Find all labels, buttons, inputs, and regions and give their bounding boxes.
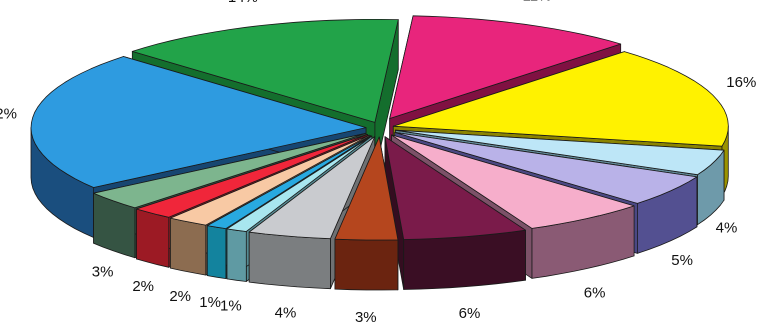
pie-slice-top	[395, 129, 725, 176]
pie-slice-top	[389, 15, 622, 119]
pie-slice-top	[226, 135, 373, 232]
pie-slice-side	[170, 217, 207, 276]
slice-percent-label: 1%	[199, 294, 221, 311]
pie-slice	[334, 136, 399, 291]
pie-slice-top	[248, 136, 376, 240]
slice-percent-label: 3%	[92, 264, 114, 281]
pie-slice-side	[136, 208, 170, 268]
slice-percent-label: 2%	[169, 288, 191, 305]
pie-slice-side	[206, 225, 227, 279]
pie-slice-top	[334, 136, 399, 241]
pie-slice-side	[226, 228, 247, 282]
slice-percent-label: 3%	[355, 309, 377, 322]
slice-percent-label: 22%	[0, 106, 17, 123]
slice-percent-label: 4%	[275, 305, 297, 322]
pie-slice-top	[206, 135, 372, 229]
pie-slice-top	[384, 136, 526, 240]
pie-slice-side	[248, 231, 331, 290]
slice-percent-label: 2%	[132, 278, 154, 295]
pie-slice-top	[93, 132, 367, 209]
slice-percent-label: 16%	[726, 74, 756, 91]
slice-percent-label: 1%	[220, 298, 242, 315]
pie-slice-top	[391, 134, 635, 229]
pie-slice	[384, 136, 526, 290]
pie-slice-top	[170, 134, 370, 226]
slice-percent-label: 11%	[523, 0, 552, 5]
slice-percent-label: 6%	[459, 305, 481, 322]
slice-percent-label: 14%	[228, 0, 258, 6]
pie-slice-top	[30, 56, 367, 188]
pie-slice-side	[334, 238, 399, 291]
slice-percent-label: 6%	[584, 284, 606, 301]
pie-slice-top	[131, 19, 399, 123]
pie-slice-top	[392, 51, 729, 147]
pie-slices	[30, 15, 729, 291]
slice-percent-label: 4%	[716, 219, 738, 236]
pie-slice-top	[136, 134, 368, 218]
slice-percent-label: 5%	[671, 252, 693, 269]
pie-slice-top	[394, 132, 698, 204]
